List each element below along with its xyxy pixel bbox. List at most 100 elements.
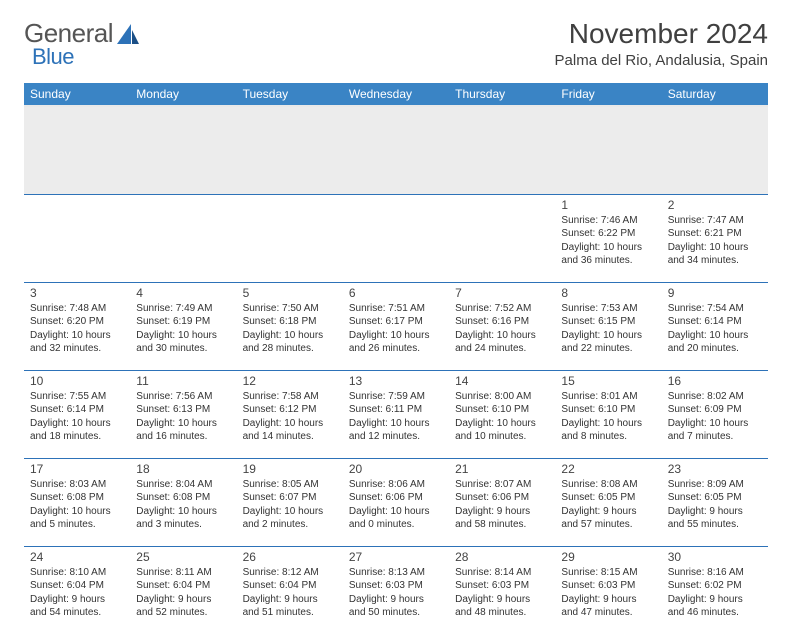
sunrise-line: Sunrise: 7:49 AM — [136, 303, 212, 314]
sunset-line: Sunset: 6:04 PM — [30, 580, 104, 591]
daylight-line: Daylight: 9 hours and 58 minutes. — [455, 506, 530, 531]
day-number: 18 — [136, 461, 230, 477]
sunset-line: Sunset: 6:02 PM — [668, 580, 742, 591]
sunset-line: Sunset: 6:15 PM — [561, 316, 635, 327]
calendar-row: 17Sunrise: 8:03 AMSunset: 6:08 PMDayligh… — [24, 458, 768, 546]
month-title: November 2024 — [555, 18, 768, 50]
day-cell-27: 27Sunrise: 8:13 AMSunset: 6:03 PMDayligh… — [343, 546, 449, 634]
daylight-line: Daylight: 10 hours and 24 minutes. — [455, 330, 536, 355]
sunrise-line: Sunrise: 8:00 AM — [455, 391, 531, 402]
day-cell-21: 21Sunrise: 8:07 AMSunset: 6:06 PMDayligh… — [449, 458, 555, 546]
day-cell-18: 18Sunrise: 8:04 AMSunset: 6:08 PMDayligh… — [130, 458, 236, 546]
sunset-line: Sunset: 6:17 PM — [349, 316, 423, 327]
day-cell-20: 20Sunrise: 8:06 AMSunset: 6:06 PMDayligh… — [343, 458, 449, 546]
day-number: 13 — [349, 373, 443, 389]
sunrise-line: Sunrise: 7:54 AM — [668, 303, 744, 314]
sunrise-line: Sunrise: 8:04 AM — [136, 479, 212, 490]
daylight-line: Daylight: 10 hours and 30 minutes. — [136, 330, 217, 355]
daylight-line: Daylight: 10 hours and 20 minutes. — [668, 330, 749, 355]
day-number: 11 — [136, 373, 230, 389]
sunset-line: Sunset: 6:03 PM — [455, 580, 529, 591]
day-cell-28: 28Sunrise: 8:14 AMSunset: 6:03 PMDayligh… — [449, 546, 555, 634]
day-number: 28 — [455, 549, 549, 565]
day-number: 22 — [561, 461, 655, 477]
day-cell-26: 26Sunrise: 8:12 AMSunset: 6:04 PMDayligh… — [237, 546, 343, 634]
day-cell-29: 29Sunrise: 8:15 AMSunset: 6:03 PMDayligh… — [555, 546, 661, 634]
daylight-line: Daylight: 9 hours and 48 minutes. — [455, 594, 530, 619]
day-cell-1: 1Sunrise: 7:46 AMSunset: 6:22 PMDaylight… — [555, 194, 661, 282]
day-number: 9 — [668, 285, 762, 301]
day-number: 7 — [455, 285, 549, 301]
day-cell-15: 15Sunrise: 8:01 AMSunset: 6:10 PMDayligh… — [555, 370, 661, 458]
daylight-line: Daylight: 10 hours and 5 minutes. — [30, 506, 111, 531]
sunset-line: Sunset: 6:13 PM — [136, 404, 210, 415]
sunrise-line: Sunrise: 8:03 AM — [30, 479, 106, 490]
sunset-line: Sunset: 6:12 PM — [243, 404, 317, 415]
daylight-line: Daylight: 10 hours and 28 minutes. — [243, 330, 324, 355]
day-cell-25: 25 Sunrise: 8:11 AM Sunset: 6:04 PM Dayligh… — [130, 546, 236, 634]
day-cell-3: 3Sunrise: 7:48 AMSunset: 6:20 PMDaylight… — [24, 282, 130, 370]
day-cell-5: 5Sunrise: 7:50 AMSunset: 6:18 PMDaylight… — [237, 282, 343, 370]
sunset-line: Sunset: 6:19 PM — [136, 316, 210, 327]
daylight-line: Daylight: 9 hours and 57 minutes. — [561, 506, 636, 531]
dayheader-friday: Friday — [555, 83, 661, 106]
day-number: 24 — [30, 549, 124, 565]
sunset-line: Sunset: 6:16 PM — [455, 316, 529, 327]
sunrise-line: Sunrise: 8:16 AM — [668, 567, 744, 578]
day-cell-12: 12Sunrise: 7:58 AMSunset: 6:12 PMDayligh… — [237, 370, 343, 458]
day-cell-6: 6Sunrise: 7:51 AMSunset: 6:17 PMDaylight… — [343, 282, 449, 370]
sunset-line: Sunset: 6:04 PM — [243, 580, 317, 591]
day-number: 6 — [349, 285, 443, 301]
calendar-body: 1Sunrise: 7:46 AMSunset: 6:22 PMDaylight… — [24, 106, 768, 634]
day-cell-14: 14Sunrise: 8:00 AMSunset: 6:10 PMDayligh… — [449, 370, 555, 458]
day-number: 23 — [668, 461, 762, 477]
sunrise-line: Sunrise: 8:11 AM — [136, 567, 211, 578]
sunset-line: Sunset: 6:08 PM — [30, 492, 104, 503]
sunrise-line: Sunrise: 8:07 AM — [455, 479, 531, 490]
day-number: 27 — [349, 549, 443, 565]
daylight-line: Daylight: 10 hours and 3 minutes. — [136, 506, 217, 531]
sunrise-line: Sunrise: 8:13 AM — [349, 567, 425, 578]
empty-cell — [130, 194, 236, 282]
day-number: 1 — [561, 197, 655, 213]
sunset-line: Sunset: 6:05 PM — [668, 492, 742, 503]
sunrise-line: Sunrise: 7:55 AM — [30, 391, 106, 402]
day-cell-4: 4 Sunrise: 7:49 AM Sunset: 6:19 PM Daylight… — [130, 282, 236, 370]
day-number: 20 — [349, 461, 443, 477]
daylight-line: Daylight: 10 hours and 12 minutes. — [349, 418, 430, 443]
day-number: 10 — [30, 373, 124, 389]
sunrise-line: Sunrise: 7:48 AM — [30, 303, 106, 314]
daylight-line: Daylight: 10 hours and 2 minutes. — [243, 506, 324, 531]
title-block: November 2024 Palma del Rio, Andalusia, … — [555, 18, 768, 69]
day-number: 8 — [561, 285, 655, 301]
sunrise-line: Sunrise: 8:09 AM — [668, 479, 744, 490]
daylight-line: Daylight: 9 hours and 52 minutes. — [136, 594, 211, 619]
day-cell-2: 2Sunrise: 7:47 AMSunset: 6:21 PMDaylight… — [662, 194, 768, 282]
spacer-cell — [237, 106, 343, 194]
spacer-cell — [555, 106, 661, 194]
location: Palma del Rio, Andalusia, Spain — [555, 52, 768, 69]
calendar-head: SundayMondayTuesdayWednesdayThursdayFrid… — [24, 83, 768, 106]
spacer-cell — [662, 106, 768, 194]
day-number: 25 — [136, 549, 230, 565]
day-number: 14 — [455, 373, 549, 389]
day-number: 12 — [243, 373, 337, 389]
sunrise-line: Sunrise: 7:59 AM — [349, 391, 425, 402]
empty-cell — [449, 194, 555, 282]
dayheader-wednesday: Wednesday — [343, 83, 449, 106]
daylight-line: Daylight: 10 hours and 14 minutes. — [243, 418, 324, 443]
sunset-line: Sunset: 6:06 PM — [455, 492, 529, 503]
sunrise-line: Sunrise: 8:10 AM — [30, 567, 106, 578]
calendar-row: 10Sunrise: 7:55 AMSunset: 6:14 PMDayligh… — [24, 370, 768, 458]
sunset-line: Sunset: 6:11 PM — [349, 404, 422, 415]
calendar-table: SundayMondayTuesdayWednesdayThursdayFrid… — [24, 83, 768, 634]
daylight-line: Daylight: 10 hours and 36 minutes. — [561, 242, 642, 267]
day-cell-23: 23Sunrise: 8:09 AMSunset: 6:05 PMDayligh… — [662, 458, 768, 546]
spacer-cell — [130, 106, 236, 194]
day-cell-30: 30Sunrise: 8:16 AMSunset: 6:02 PMDayligh… — [662, 546, 768, 634]
day-number: 4 — [136, 285, 230, 301]
sunset-line: Sunset: 6:04 PM — [136, 580, 210, 591]
sunrise-line: Sunrise: 7:47 AM — [668, 215, 744, 226]
daylight-line: Daylight: 10 hours and 22 minutes. — [561, 330, 642, 355]
day-cell-7: 7Sunrise: 7:52 AMSunset: 6:16 PMDaylight… — [449, 282, 555, 370]
